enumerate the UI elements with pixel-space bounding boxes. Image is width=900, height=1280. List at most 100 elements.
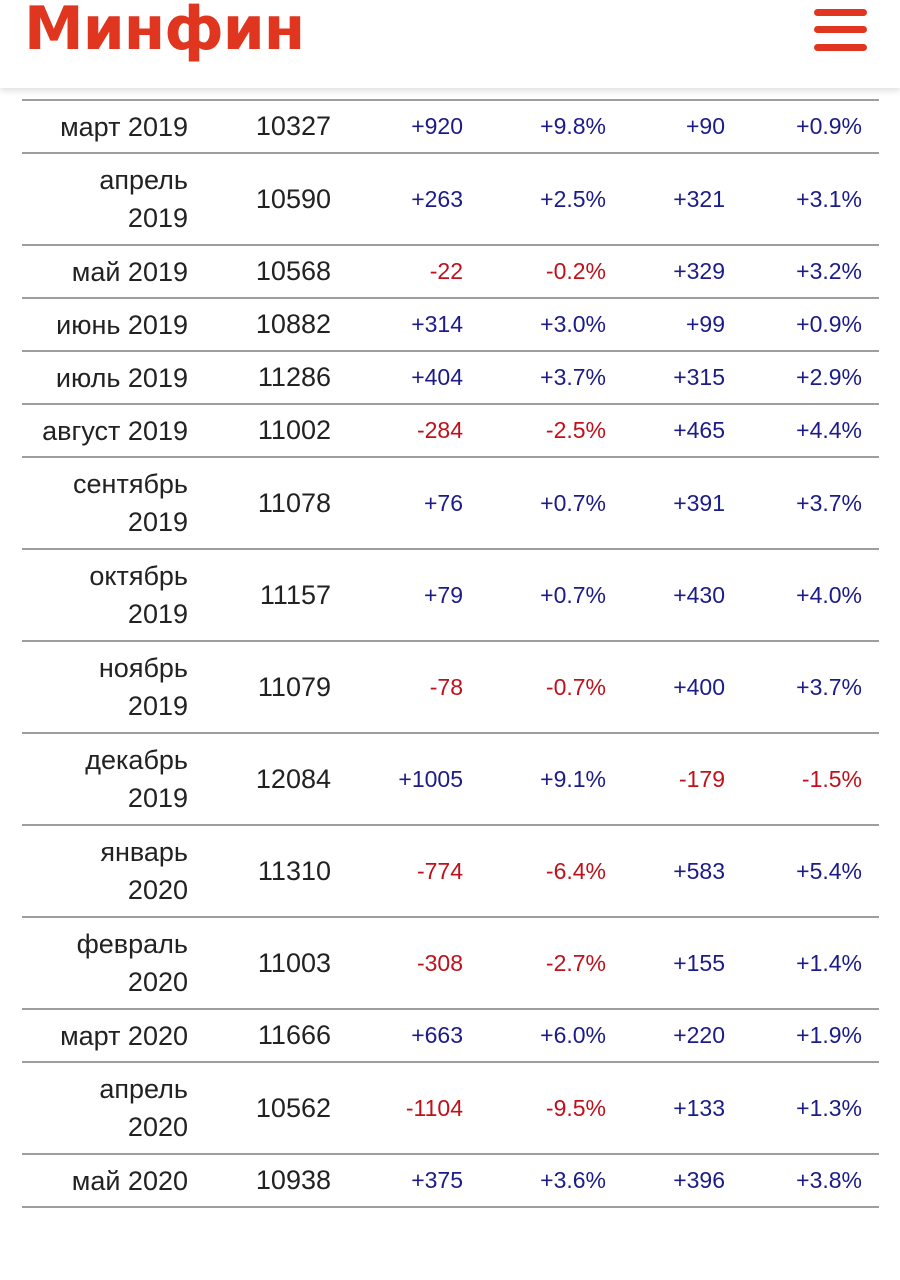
period-cell: февраль 2020 xyxy=(76,929,188,997)
abs-change-cell: +79 xyxy=(423,581,463,608)
pct-change-cell: +6.0% xyxy=(540,1022,606,1048)
value-cell: 10327 xyxy=(255,111,331,141)
yoy-pct-change-cell: +1.4% xyxy=(796,949,862,976)
yoy-pct-change-cell: +0.9% xyxy=(796,311,862,337)
abs-change-cell: -308 xyxy=(416,949,463,976)
abs-change-cell: +404 xyxy=(411,364,463,390)
value-cell: 11079 xyxy=(257,671,331,702)
value-cell: 12084 xyxy=(255,763,331,794)
abs-change-cell: +920 xyxy=(411,113,463,139)
abs-change-cell: -774 xyxy=(416,857,463,884)
value-cell: 10938 xyxy=(255,1165,331,1195)
abs-change-cell: +76 xyxy=(423,489,463,516)
table-row: август 2019 11002 -284 -2.5% +465 +4.4% xyxy=(22,405,879,458)
value-cell: 11002 xyxy=(257,415,331,445)
yoy-abs-change-cell: +321 xyxy=(673,185,725,212)
table-row: февраль 2020 11003 -308 -2.7% +155 +1.4% xyxy=(22,918,879,1010)
yoy-pct-change-cell: +4.0% xyxy=(796,581,862,608)
salary-table: март 2019 10327 +920 +9.8% +90 +0.9% апрель 20… xyxy=(22,99,879,1208)
minfin-logo[interactable]: Минфин xyxy=(24,0,305,64)
yoy-pct-change-cell: +2.9% xyxy=(796,364,862,390)
pct-change-cell: +3.0% xyxy=(540,311,606,337)
period-cell: апрель 2020 xyxy=(99,1074,188,1142)
table-row: январь 2020 11310 -774 -6.4% +583 +5.4% xyxy=(22,826,879,918)
abs-change-cell: -1104 xyxy=(405,1094,463,1121)
value-cell: 10882 xyxy=(255,309,331,339)
yoy-abs-change-cell: +396 xyxy=(673,1167,725,1193)
pct-change-cell: -2.5% xyxy=(545,417,606,443)
period-cell: август 2019 xyxy=(42,415,188,446)
period-cell: май 2019 xyxy=(71,256,188,287)
period-cell: июнь 2019 xyxy=(56,309,188,340)
yoy-pct-change-cell: +0.9% xyxy=(796,113,862,139)
table-row: март 2019 10327 +920 +9.8% +90 +0.9% xyxy=(22,101,879,154)
abs-change-cell: -284 xyxy=(416,417,463,443)
yoy-pct-change-cell: +3.2% xyxy=(796,258,862,284)
value-cell: 10568 xyxy=(255,256,331,286)
yoy-abs-change-cell: +155 xyxy=(673,949,725,976)
table-row: октябрь 2019 11157 +79 +0.7% +430 +4.0% xyxy=(22,550,879,642)
value-cell: 11078 xyxy=(257,487,331,518)
table-row: май 2019 10568 -22 -0.2% +329 +3.2% xyxy=(22,246,879,299)
hamburger-menu-icon[interactable] xyxy=(814,9,867,51)
site-header: Минфин xyxy=(0,0,900,88)
value-cell: 11286 xyxy=(257,362,331,392)
period-cell: март 2020 xyxy=(60,1020,188,1051)
yoy-pct-change-cell: +5.4% xyxy=(796,857,862,884)
table-row: апрель 2020 10562 -1104 -9.5% +133 +1.3% xyxy=(22,1063,879,1155)
table-row: июль 2019 11286 +404 +3.7% +315 +2.9% xyxy=(22,352,879,405)
yoy-pct-change-cell: +3.7% xyxy=(796,489,862,516)
yoy-abs-change-cell: +329 xyxy=(673,258,725,284)
table-row: сентябрь 2019 11078 +76 +0.7% +391 +3.7% xyxy=(22,458,879,550)
value-cell: 11310 xyxy=(257,855,331,886)
yoy-abs-change-cell: +430 xyxy=(673,581,725,608)
yoy-abs-change-cell: -179 xyxy=(678,765,725,792)
yoy-abs-change-cell: +391 xyxy=(673,489,725,516)
period-cell: март 2019 xyxy=(60,111,188,142)
abs-change-cell: +314 xyxy=(411,311,463,337)
pct-change-cell: -0.7% xyxy=(545,673,606,700)
value-cell: 10562 xyxy=(255,1092,331,1123)
pct-change-cell: +0.7% xyxy=(540,581,606,608)
abs-change-cell: +1005 xyxy=(398,765,463,792)
table-row: март 2020 11666 +663 +6.0% +220 +1.9% xyxy=(22,1010,879,1063)
table-row: июнь 2019 10882 +314 +3.0% +99 +0.9% xyxy=(22,299,879,352)
table-row: май 2020 10938 +375 +3.6% +396 +3.8% xyxy=(22,1155,879,1208)
pct-change-cell: +3.7% xyxy=(540,364,606,390)
period-cell: декабрь 2019 xyxy=(85,745,188,813)
table-row: ноябрь 2019 11079 -78 -0.7% +400 +3.7% xyxy=(22,642,879,734)
pct-change-cell: +9.1% xyxy=(540,765,606,792)
table-row: апрель 2019 10590 +263 +2.5% +321 +3.1% xyxy=(22,154,879,246)
pct-change-cell: -2.7% xyxy=(545,949,606,976)
abs-change-cell: +263 xyxy=(411,185,463,212)
period-cell: май 2020 xyxy=(71,1165,188,1196)
yoy-abs-change-cell: +99 xyxy=(685,311,725,337)
yoy-pct-change-cell: +3.1% xyxy=(796,185,862,212)
yoy-pct-change-cell: +1.3% xyxy=(796,1094,862,1121)
value-cell: 11157 xyxy=(259,579,331,610)
yoy-abs-change-cell: +220 xyxy=(673,1022,725,1048)
pct-change-cell: -0.2% xyxy=(545,258,606,284)
period-cell: ноябрь 2019 xyxy=(98,653,188,721)
abs-change-cell: +375 xyxy=(411,1167,463,1193)
abs-change-cell: -22 xyxy=(429,258,463,284)
yoy-pct-change-cell: +4.4% xyxy=(796,417,862,443)
yoy-abs-change-cell: +465 xyxy=(673,417,725,443)
pct-change-cell: +2.5% xyxy=(540,185,606,212)
yoy-abs-change-cell: +400 xyxy=(673,673,725,700)
period-cell: июль 2019 xyxy=(55,362,188,393)
value-cell: 11666 xyxy=(257,1020,331,1050)
abs-change-cell: +663 xyxy=(411,1022,463,1048)
yoy-pct-change-cell: +1.9% xyxy=(796,1022,862,1048)
pct-change-cell: +0.7% xyxy=(540,489,606,516)
period-cell: апрель 2019 xyxy=(99,165,188,233)
yoy-pct-change-cell: +3.7% xyxy=(796,673,862,700)
pct-change-cell: +3.6% xyxy=(540,1167,606,1193)
period-cell: январь 2020 xyxy=(100,837,188,905)
yoy-pct-change-cell: +3.8% xyxy=(796,1167,862,1193)
period-cell: сентябрь 2019 xyxy=(73,469,188,537)
table-row: декабрь 2019 12084 +1005 +9.1% -179 -1.5% xyxy=(22,734,879,826)
yoy-pct-change-cell: -1.5% xyxy=(801,765,862,792)
value-cell: 11003 xyxy=(257,947,331,978)
yoy-abs-change-cell: +315 xyxy=(673,364,725,390)
